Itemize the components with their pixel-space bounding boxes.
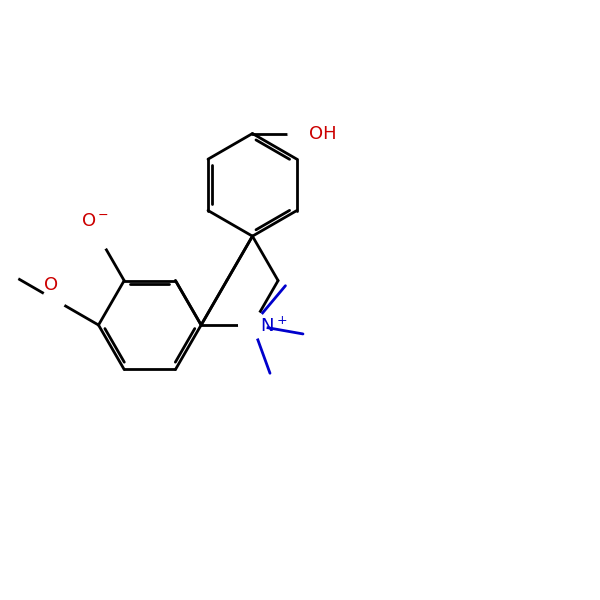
Circle shape bbox=[43, 288, 65, 311]
Circle shape bbox=[85, 223, 112, 250]
Circle shape bbox=[239, 311, 266, 339]
Text: O$^-$: O$^-$ bbox=[82, 212, 109, 230]
Text: O: O bbox=[44, 277, 58, 295]
Text: N$^+$: N$^+$ bbox=[260, 317, 287, 336]
Text: OH: OH bbox=[309, 125, 337, 143]
Circle shape bbox=[0, 265, 19, 283]
Circle shape bbox=[288, 118, 319, 149]
